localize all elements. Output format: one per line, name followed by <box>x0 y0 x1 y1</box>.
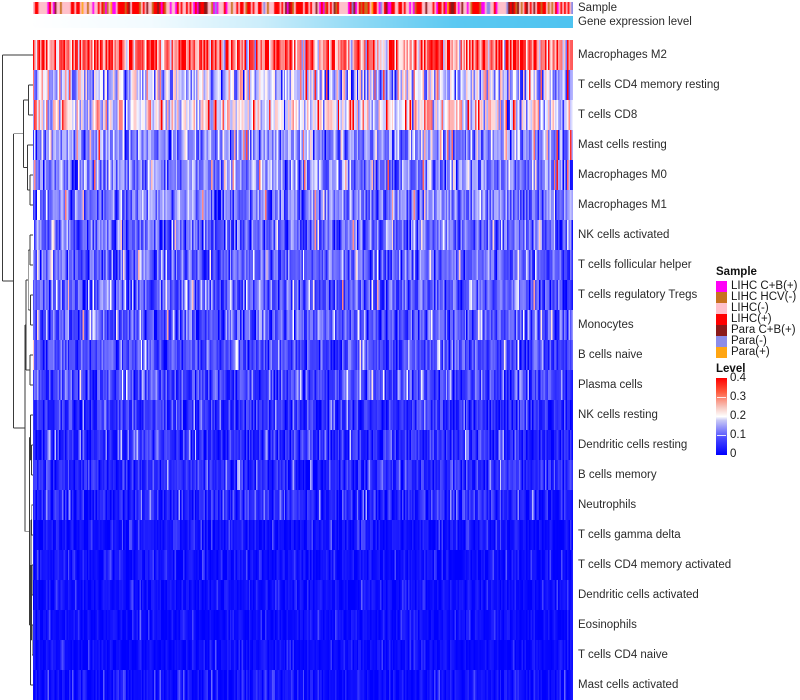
sample-legend-item-label: LIHC HCV(-) <box>731 291 797 303</box>
level-tick-label: 0.4 <box>730 372 746 384</box>
sample-annotation-canvas <box>33 2 573 14</box>
row-label: T cells CD4 memory activated <box>578 559 732 571</box>
sample-legend-item[interactable]: Para(+) <box>716 346 797 358</box>
row-dendrogram <box>1 54 33 686</box>
sample-legend-swatch <box>716 336 727 347</box>
sample-legend-item[interactable]: LIHC(-) <box>716 302 797 314</box>
row-label: Mast cells resting <box>578 139 667 151</box>
sample-legend-items: LIHC C+B(+) LIHC HCV(-) LIHC(-) LIHC(+) Para… <box>716 280 798 358</box>
row-label-column: Macrophages M2 T cells CD4 memory resting… <box>578 40 738 700</box>
row-label: T cells follicular helper <box>578 259 692 271</box>
heatmap-canvas <box>33 40 573 700</box>
row-label: Mast cells activated <box>578 679 679 691</box>
row-label: Macrophages M1 <box>578 199 667 211</box>
level-tick-labels: 0.4 0.3 0.2 0.1 0 <box>730 372 770 460</box>
gene-expression-annotation-label: Gene expression level <box>578 16 692 28</box>
row-label: NK cells resting <box>578 409 658 421</box>
level-tick-label: 0.1 <box>730 429 746 441</box>
row-label: Monocytes <box>578 319 634 331</box>
row-label: B cells memory <box>578 469 657 481</box>
sample-legend-swatch <box>716 347 727 358</box>
row-label: Plasma cells <box>578 379 643 391</box>
row-label: Eosinophils <box>578 619 637 631</box>
row-label: T cells regulatory Tregs <box>578 289 698 301</box>
sample-legend-item[interactable]: LIHC C+B(+) <box>716 280 798 292</box>
row-label: Dendritic cells activated <box>578 589 699 601</box>
sample-legend-item-label: LIHC(+) <box>731 313 772 325</box>
sample-legend-swatch <box>716 314 727 325</box>
sample-legend-item-label: Para(-) <box>731 335 767 347</box>
sample-legend-item-label: Para(+) <box>731 346 770 358</box>
sample-legend-item-label: LIHC C+B(+) <box>731 280 798 292</box>
sample-annotation-bar <box>33 2 573 14</box>
row-label: T cells CD4 naive <box>578 649 668 661</box>
sample-legend-swatch <box>716 325 727 336</box>
level-tick-label: 0.3 <box>730 391 746 403</box>
row-label: T cells CD4 memory resting <box>578 79 720 91</box>
row-label: Macrophages M0 <box>578 169 667 181</box>
sample-legend-item[interactable]: Para C+B(+) <box>716 324 797 336</box>
row-label: T cells gamma delta <box>578 529 681 541</box>
sample-legend-swatch <box>716 292 727 303</box>
row-label: NK cells activated <box>578 229 670 241</box>
sample-legend-item[interactable]: Para(-) <box>716 335 797 347</box>
level-tick-label: 0.2 <box>730 410 746 422</box>
sample-legend-item[interactable]: LIHC HCV(-) <box>716 291 797 303</box>
row-label: Macrophages M2 <box>578 49 667 61</box>
gene-expression-annotation-canvas <box>33 16 573 28</box>
level-tick-mark <box>717 416 726 417</box>
level-tick-mark <box>717 397 726 398</box>
heatmap-panel <box>33 40 573 700</box>
level-tick-mark <box>717 435 726 436</box>
level-legend-body: 0.4 0.3 0.2 0.1 0 <box>716 372 770 460</box>
sample-legend-item[interactable]: LIHC(+) <box>716 313 797 325</box>
gene-expression-annotation-bar <box>33 16 573 28</box>
level-tick-label: 0 <box>730 448 737 460</box>
sample-legend-swatch <box>716 303 727 314</box>
level-legend-title: Level <box>716 363 746 375</box>
row-label: Neutrophils <box>578 499 637 511</box>
sample-legend: Sample LIHC C+B(+) LIHC HCV(-) LIHC(-) LIHC… <box>716 266 797 358</box>
row-label: Dendritic cells resting <box>578 439 688 451</box>
sample-legend-title: Sample <box>716 266 757 278</box>
sample-legend-swatch <box>716 281 727 292</box>
row-label: T cells CD8 <box>578 109 638 121</box>
row-label: B cells naive <box>578 349 643 361</box>
sample-legend-item-label: LIHC(-) <box>731 302 769 314</box>
level-gradient-bar <box>716 378 727 455</box>
sample-annotation-label: Sample <box>578 2 617 14</box>
sample-legend-item-label: Para C+B(+) <box>731 324 796 336</box>
level-legend: Level 0.4 0.3 0.2 0.1 0 <box>716 363 770 460</box>
